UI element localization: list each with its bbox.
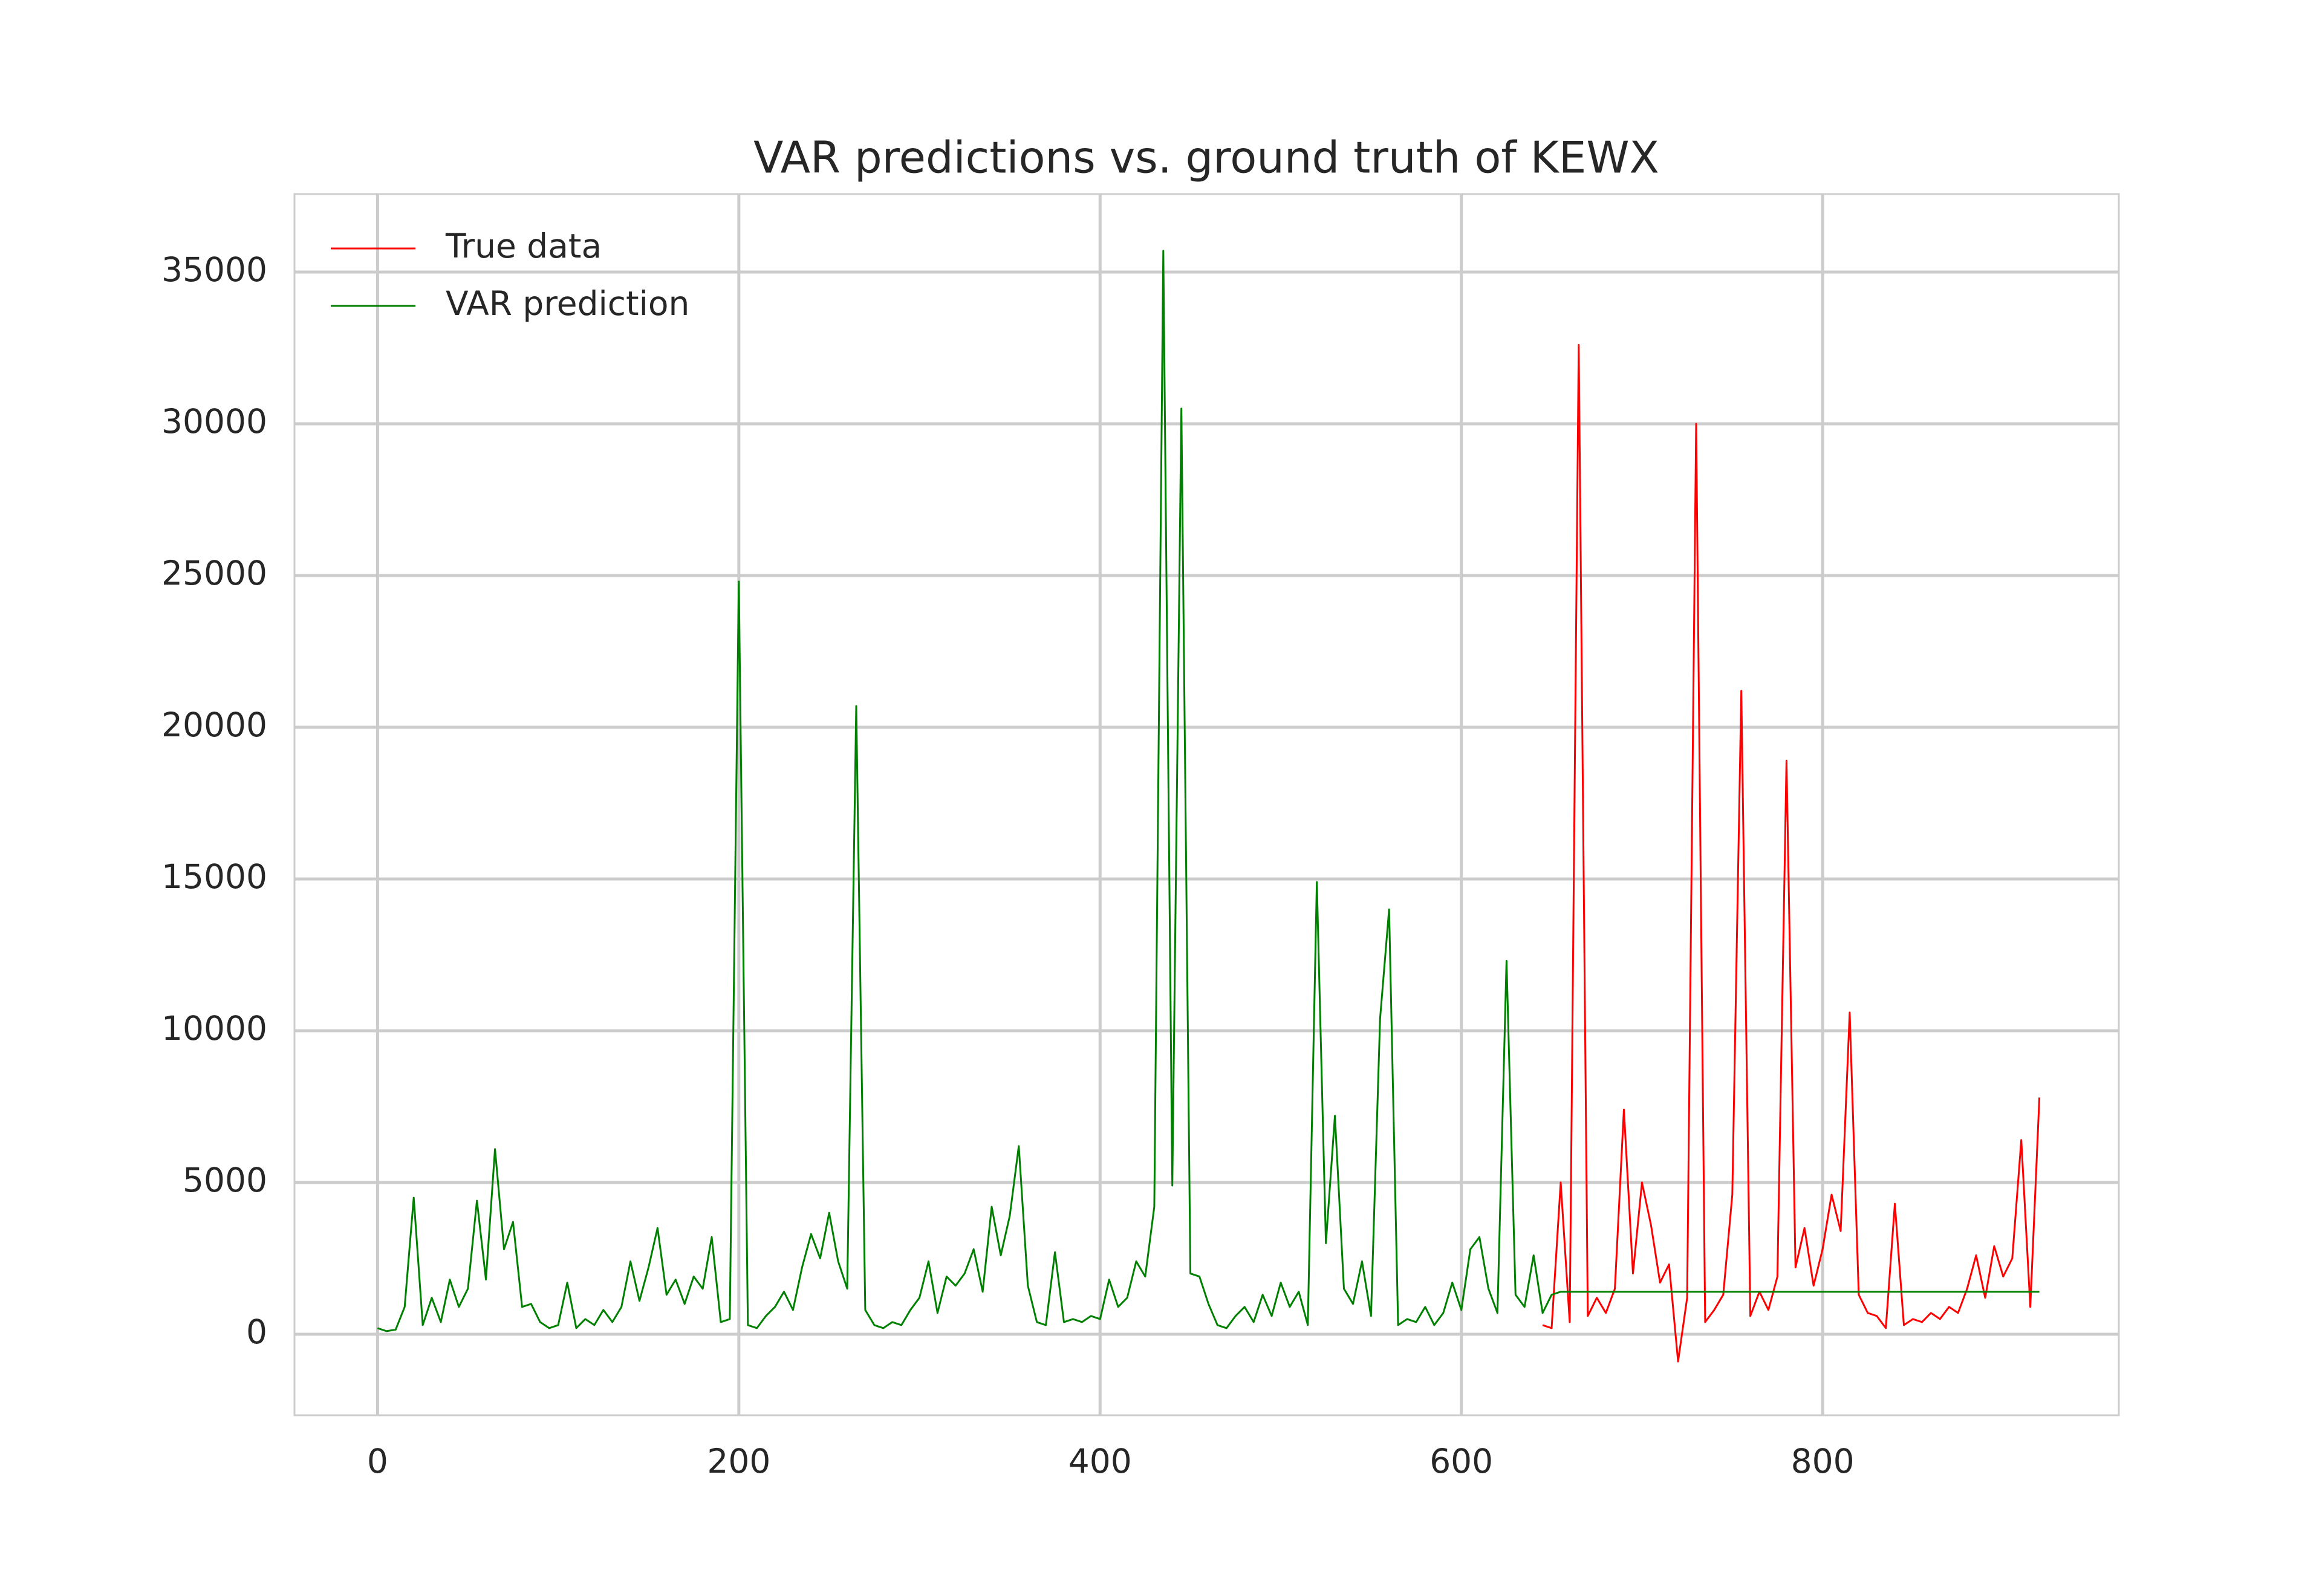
legend: True data VAR prediction [331,227,689,323]
y-tick-label: 20000 [161,706,267,744]
y-tick-label: 30000 [161,402,267,441]
x-tick-label: 400 [1068,1442,1132,1481]
legend-label: True data [445,227,602,265]
series-line [377,250,2040,1332]
plot-frame [293,193,2120,1416]
series-line [1542,344,2041,1363]
y-tick-label: 15000 [161,857,267,896]
chart-title: VAR predictions vs. ground truth of KEWX [753,132,1659,183]
y-tick-label: 35000 [161,250,267,289]
x-tick-label: 0 [367,1442,388,1481]
y-tick-label: 0 [246,1312,267,1351]
y-tick-label: 5000 [183,1161,267,1199]
x-tick-label: 200 [707,1442,770,1481]
y-tick-label: 25000 [161,554,267,592]
legend-label: VAR prediction [446,284,689,323]
y-tick-label: 10000 [161,1009,267,1048]
x-tick-label: 600 [1429,1442,1493,1481]
x-tick-label: 800 [1791,1442,1855,1481]
